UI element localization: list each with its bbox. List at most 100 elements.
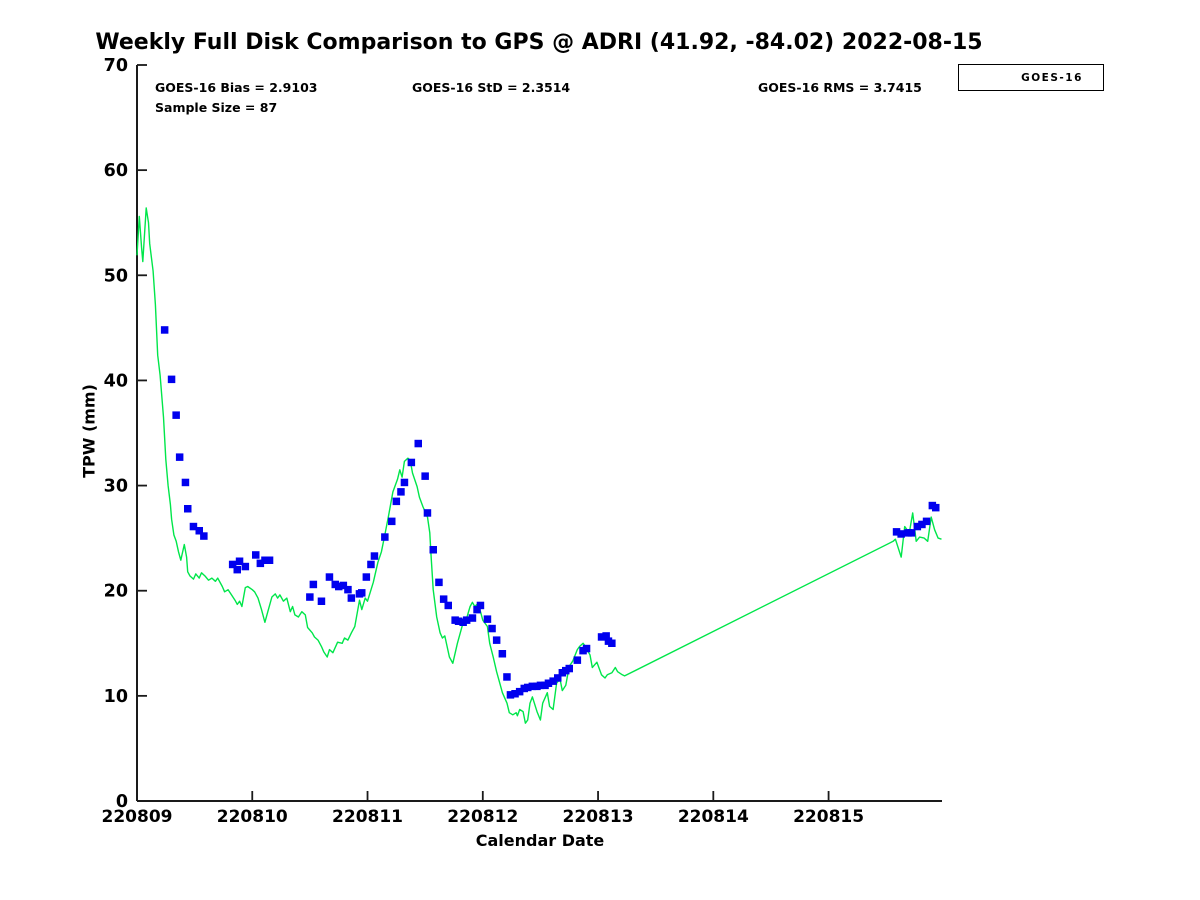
legend-label: GOES-16	[1021, 71, 1083, 84]
y-tick-label: 10	[104, 687, 128, 707]
goes16-marker	[454, 617, 463, 625]
goes16-marker	[528, 682, 537, 691]
goes16-marker	[175, 453, 184, 461]
goes16-marker	[907, 529, 916, 537]
goes16-marker	[309, 580, 318, 589]
goes16-marker	[265, 556, 274, 564]
x-tick-label: 220810	[217, 807, 288, 827]
goes16-marker	[524, 683, 532, 692]
goes16-marker	[423, 509, 432, 517]
goes16-marker	[488, 624, 496, 633]
x-tick-label: 220811	[332, 807, 403, 827]
goes16-marker	[932, 503, 940, 512]
goes16-marker	[181, 478, 190, 487]
goes16-marker	[306, 593, 314, 601]
goes16-marker	[370, 552, 379, 560]
y-tick-label: 0	[116, 792, 128, 812]
goes16-marker	[344, 585, 352, 594]
goes16-marker	[381, 533, 389, 541]
goes16-marker	[511, 690, 519, 698]
goes16-marker	[362, 573, 371, 581]
x-tick-label: 220809	[102, 807, 173, 827]
goes16-marker	[515, 687, 524, 696]
goes16-marker	[235, 557, 244, 565]
chart-title: Weekly Full Disk Comparison to GPS @ ADR…	[95, 30, 983, 55]
goes16-marker	[367, 560, 375, 569]
y-tick-label: 30	[104, 477, 128, 497]
gps-line	[136, 207, 942, 724]
stat-bias: GOES-16 Bias = 2.9103	[155, 80, 318, 95]
goes16-marker	[407, 458, 416, 467]
goes16-marker	[172, 411, 180, 419]
goes16-marker	[608, 639, 616, 647]
legend-box: GOES-16	[958, 64, 1104, 91]
goes16-marker	[536, 681, 545, 690]
goes16-marker	[397, 488, 405, 496]
goes16-marker	[400, 478, 409, 487]
goes16-marker	[200, 532, 208, 540]
goes16-marker	[358, 589, 366, 597]
x-tick-label: 220812	[447, 807, 518, 827]
goes16-marker	[421, 472, 429, 480]
goes16-marker	[339, 581, 348, 590]
goes16-marker	[325, 573, 334, 581]
goes16-marker	[565, 664, 573, 673]
goes16-legend-marker-icon	[990, 72, 1001, 83]
goes16-marker	[544, 679, 553, 687]
goes16-marker	[256, 559, 265, 568]
goes16-marker	[468, 614, 477, 622]
goes16-marker	[462, 616, 471, 624]
goes16-marker	[335, 582, 343, 591]
y-tick-label: 20	[104, 582, 128, 602]
goes16-marker	[392, 497, 401, 506]
goes16-marker	[252, 551, 260, 559]
goes16-marker	[492, 636, 501, 644]
goes16-marker	[483, 615, 492, 623]
goes16-marker	[233, 565, 241, 574]
goes16-marker	[597, 633, 606, 641]
goes16-marker	[439, 595, 448, 603]
goes16-marker	[347, 594, 356, 602]
x-tick-label: 220815	[793, 807, 864, 827]
goes16-marker	[317, 597, 326, 605]
goes16-marker	[473, 605, 481, 614]
goes16-marker	[160, 326, 169, 334]
goes16-marker	[435, 578, 443, 587]
goes16-marker	[897, 530, 905, 538]
goes16-marker	[918, 520, 926, 529]
goes16-marker	[388, 517, 396, 526]
goes16-marker	[498, 650, 507, 658]
goes16-marker	[913, 522, 922, 531]
x-tick-label: 220814	[678, 807, 749, 827]
goes16-marker	[506, 691, 515, 699]
x-axis-label: Calendar Date	[475, 831, 605, 850]
stat-sample-size: Sample Size = 87	[155, 100, 278, 115]
goes16-marker	[444, 601, 452, 610]
goes16-marker	[429, 546, 437, 554]
x-tick-label: 220813	[563, 807, 634, 827]
goes16-marker	[167, 375, 176, 384]
goes16-marker	[228, 560, 237, 569]
goes16-marker	[892, 528, 901, 536]
goes16-marker	[195, 527, 203, 535]
goes16-marker	[189, 522, 198, 531]
goes16-marker	[184, 505, 192, 513]
goes16-marker	[573, 656, 582, 664]
y-axis-label: TPW (mm)	[79, 384, 99, 478]
goes16-marker	[476, 601, 485, 610]
stat-rms: GOES-16 RMS = 3.7415	[758, 80, 922, 95]
goes16-marker	[414, 439, 422, 448]
y-tick-label: 50	[104, 266, 128, 286]
goes16-marker	[261, 556, 269, 564]
goes16-marker	[241, 562, 250, 571]
goes16-marker	[582, 644, 591, 653]
y-tick-label: 40	[104, 371, 128, 391]
y-tick-label: 70	[104, 56, 128, 76]
goes16-marker	[602, 632, 610, 640]
goes16-marker	[549, 677, 557, 685]
y-tick-label: 60	[104, 161, 128, 181]
goes16-marker	[922, 517, 931, 526]
goes16-marker	[503, 673, 511, 681]
